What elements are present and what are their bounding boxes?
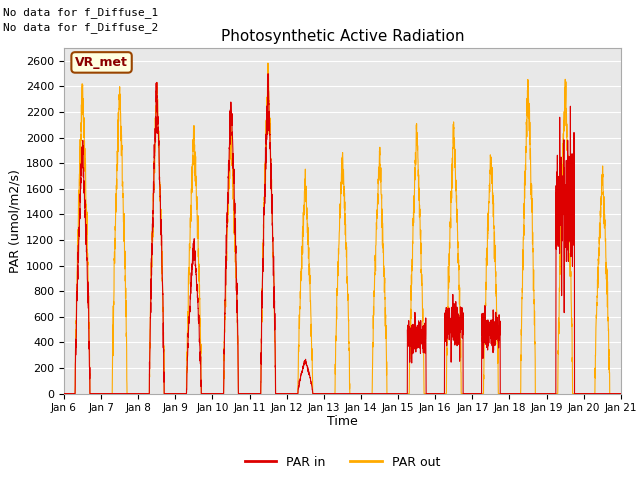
Text: VR_met: VR_met: [75, 56, 128, 69]
PAR in: [264, 71, 272, 77]
PAR in: [322, 391, 330, 396]
PAR out: [617, 391, 625, 396]
Y-axis label: PAR (umol/m2/s): PAR (umol/m2/s): [9, 169, 22, 273]
PAR out: [264, 60, 272, 66]
PAR in: [616, 391, 624, 396]
PAR out: [160, 377, 168, 383]
PAR out: [499, 391, 507, 396]
PAR out: [60, 391, 68, 396]
PAR in: [467, 391, 475, 396]
PAR in: [60, 391, 68, 396]
PAR in: [160, 369, 168, 375]
PAR out: [467, 391, 475, 396]
Text: No data for f_Diffuse_1: No data for f_Diffuse_1: [3, 7, 159, 18]
PAR out: [322, 391, 330, 396]
Text: No data for f_Diffuse_2: No data for f_Diffuse_2: [3, 22, 159, 33]
PAR in: [499, 391, 507, 396]
PAR out: [436, 391, 444, 396]
Legend: PAR in, PAR out: PAR in, PAR out: [240, 451, 445, 474]
Line: PAR out: PAR out: [64, 63, 621, 394]
PAR out: [616, 391, 624, 396]
Title: Photosynthetic Active Radiation: Photosynthetic Active Radiation: [221, 29, 464, 44]
PAR in: [617, 391, 625, 396]
X-axis label: Time: Time: [327, 415, 358, 428]
Line: PAR in: PAR in: [64, 74, 621, 394]
PAR in: [436, 391, 444, 396]
